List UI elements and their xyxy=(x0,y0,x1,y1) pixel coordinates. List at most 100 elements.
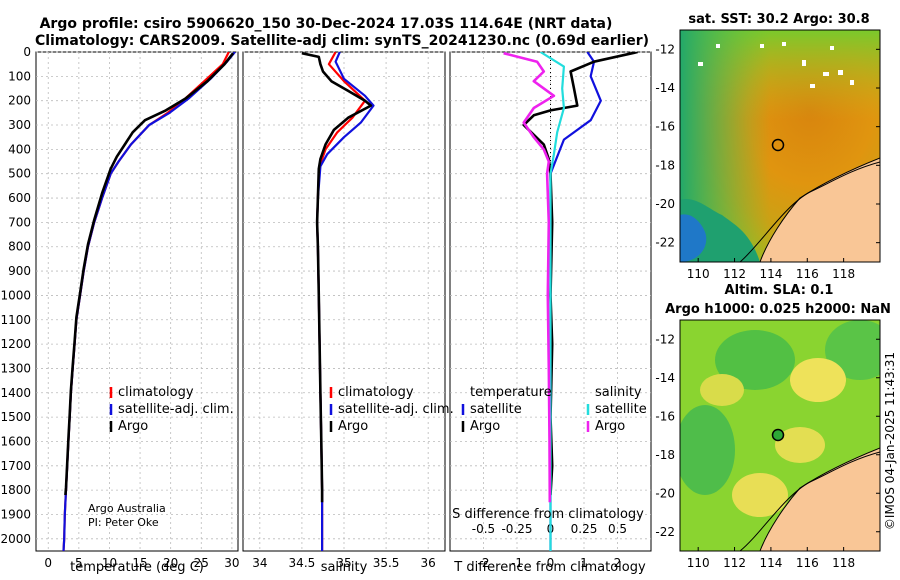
depth-tick-label: 1600 xyxy=(0,434,31,448)
t-legend-title: temperature xyxy=(470,385,552,400)
map-x-tick-label: 118 xyxy=(832,556,855,570)
legend-label-argo: Argo xyxy=(118,419,148,434)
depth-tick-label: 1900 xyxy=(0,507,31,521)
map-x-tick-label: 112 xyxy=(723,267,746,281)
depth-tick-label: 1800 xyxy=(0,483,31,497)
legend-label-t-argo: Argo xyxy=(470,419,500,434)
depth-tick-label: 900 xyxy=(8,264,31,278)
map-y-tick-label: -16 xyxy=(655,120,675,134)
x-tick-label: 35 xyxy=(336,556,351,570)
sla-low-anomaly xyxy=(715,330,795,390)
sla-map-frame xyxy=(679,319,881,552)
temperature-tick-labels: 0 5 10 15 20 25 30 xyxy=(44,556,239,570)
sla-map xyxy=(680,320,880,551)
sla-high-anomaly xyxy=(700,374,744,406)
s-difference-legend: salinity satellite Argo xyxy=(586,385,647,434)
map-x-tick-label: 116 xyxy=(796,267,819,281)
difference-series xyxy=(503,52,638,551)
series-line-s-satellite xyxy=(539,52,566,551)
map-x-tick-label: 110 xyxy=(687,556,710,570)
depth-tick-label: 1400 xyxy=(0,386,31,400)
t-difference-tick-labels: -2 -1 0 1 2 xyxy=(478,556,622,570)
x-tick-label: 36 xyxy=(421,556,436,570)
sst-map-title: sat. SST: 30.2 Argo: 30.8 xyxy=(688,12,869,27)
sst-argo-marker xyxy=(771,138,785,152)
depth-tick-label: 0 xyxy=(23,45,31,59)
legend-label-climatology: climatology xyxy=(118,385,194,400)
salinity-axis-label: salinity xyxy=(321,560,368,575)
x-tick-label: 34.5 xyxy=(289,556,316,570)
sla-map-title1: Altim. SLA: 0.1 xyxy=(725,283,834,298)
x-tick-label: 0 xyxy=(547,556,555,570)
x-tick-label: 35.5 xyxy=(373,556,400,570)
sst-map xyxy=(680,30,880,262)
x-tick-label: 5 xyxy=(75,556,83,570)
temperature-series xyxy=(62,52,236,551)
legend-label-climatology: climatology xyxy=(338,385,414,400)
series-line-t-satellite xyxy=(549,52,602,551)
sla-high-anomaly xyxy=(790,358,846,402)
map-y-tick-label: -18 xyxy=(655,158,675,172)
map-x-tick-label: 116 xyxy=(796,556,819,570)
legend-label-satellite: satellite-adj. clim. xyxy=(338,402,454,417)
s-tick-label: 0.5 xyxy=(608,522,627,536)
map-x-tick-label: 112 xyxy=(723,556,746,570)
map-x-tick-label: 110 xyxy=(687,267,710,281)
depth-tick-label: 1100 xyxy=(0,313,31,327)
map-y-tick-label: -22 xyxy=(655,525,675,539)
x-tick-label: 20 xyxy=(163,556,178,570)
sst-coldest-patch xyxy=(680,214,707,262)
sla-low-anomaly xyxy=(680,405,735,495)
depth-tick-label: 1500 xyxy=(0,410,31,424)
figure-title-line2: Climatology: CARS2009. Satellite-adj cli… xyxy=(35,33,649,49)
x-tick-label: 1 xyxy=(580,556,588,570)
sla-land xyxy=(760,448,880,551)
series-line-argo xyxy=(301,52,373,503)
depth-tick-label: 500 xyxy=(8,167,31,181)
s-tick-label: 0.25 xyxy=(571,522,598,536)
map-y-tick-label: -16 xyxy=(655,409,675,423)
depth-tick-label: 400 xyxy=(8,142,31,156)
temperature-legend: climatology satellite-adj. clim. Argo xyxy=(109,385,234,434)
t-difference-legend: temperature satellite Argo xyxy=(461,385,552,434)
salinity-tick-labels: 34 34.5 35 35.5 36 xyxy=(252,556,436,570)
s-tick-label: -0.25 xyxy=(501,522,532,536)
figure-title-line1: Argo profile: csiro 5906620_150 30-Dec-2… xyxy=(40,16,613,32)
map-y-tick-label: -14 xyxy=(655,371,675,385)
sla-bathymetry-contour xyxy=(739,451,880,551)
map-y-tick-label: -12 xyxy=(655,42,675,56)
depth-tick-label: 700 xyxy=(8,215,31,229)
map-y-tick-label: -18 xyxy=(655,448,675,462)
map-y-tick-label: -22 xyxy=(655,236,675,250)
temperature-grid xyxy=(36,51,238,551)
legend-label-s-satellite: satellite xyxy=(595,402,647,417)
depth-tick-label: 1000 xyxy=(0,288,31,302)
sla-high-anomaly xyxy=(732,473,788,517)
credit-line1: Argo Australia xyxy=(88,502,166,515)
s-legend-title: salinity xyxy=(595,385,642,400)
credit-line2: PI: Peter Oke xyxy=(88,516,159,529)
depth-tick-label: 1700 xyxy=(0,459,31,473)
x-tick-label: 30 xyxy=(224,556,239,570)
legend-label-t-satellite: satellite xyxy=(470,402,522,417)
salinity-legend: climatology satellite-adj. clim. Argo xyxy=(329,385,454,434)
series-line-t-argo xyxy=(522,52,638,496)
series-line-s-argo xyxy=(503,52,556,503)
sst-map-ticks: 110 112 114 116 118 -12 -14 -16 -18 -20 -22 xyxy=(655,42,880,281)
salinity-series xyxy=(301,52,375,551)
sst-bathymetry-contour xyxy=(739,161,880,262)
depth-tick-label: 600 xyxy=(8,191,31,205)
sst-land xyxy=(760,158,880,262)
map-y-tick-label: -12 xyxy=(655,332,675,346)
sla-argo-marker xyxy=(771,428,785,442)
map-x-tick-label: 114 xyxy=(759,267,782,281)
x-tick-label: 34 xyxy=(252,556,267,570)
x-tick-label: 10 xyxy=(102,556,117,570)
depth-tick-label: 100 xyxy=(8,69,31,83)
x-tick-label: 2 xyxy=(614,556,622,570)
legend-label-argo: Argo xyxy=(338,419,368,434)
sla-high-anomaly xyxy=(775,427,825,463)
map-y-tick-label: -20 xyxy=(655,197,675,211)
s-difference-tick-labels: -0.5-0.2500.250.5 xyxy=(472,522,627,536)
map-y-tick-label: -14 xyxy=(655,81,675,95)
